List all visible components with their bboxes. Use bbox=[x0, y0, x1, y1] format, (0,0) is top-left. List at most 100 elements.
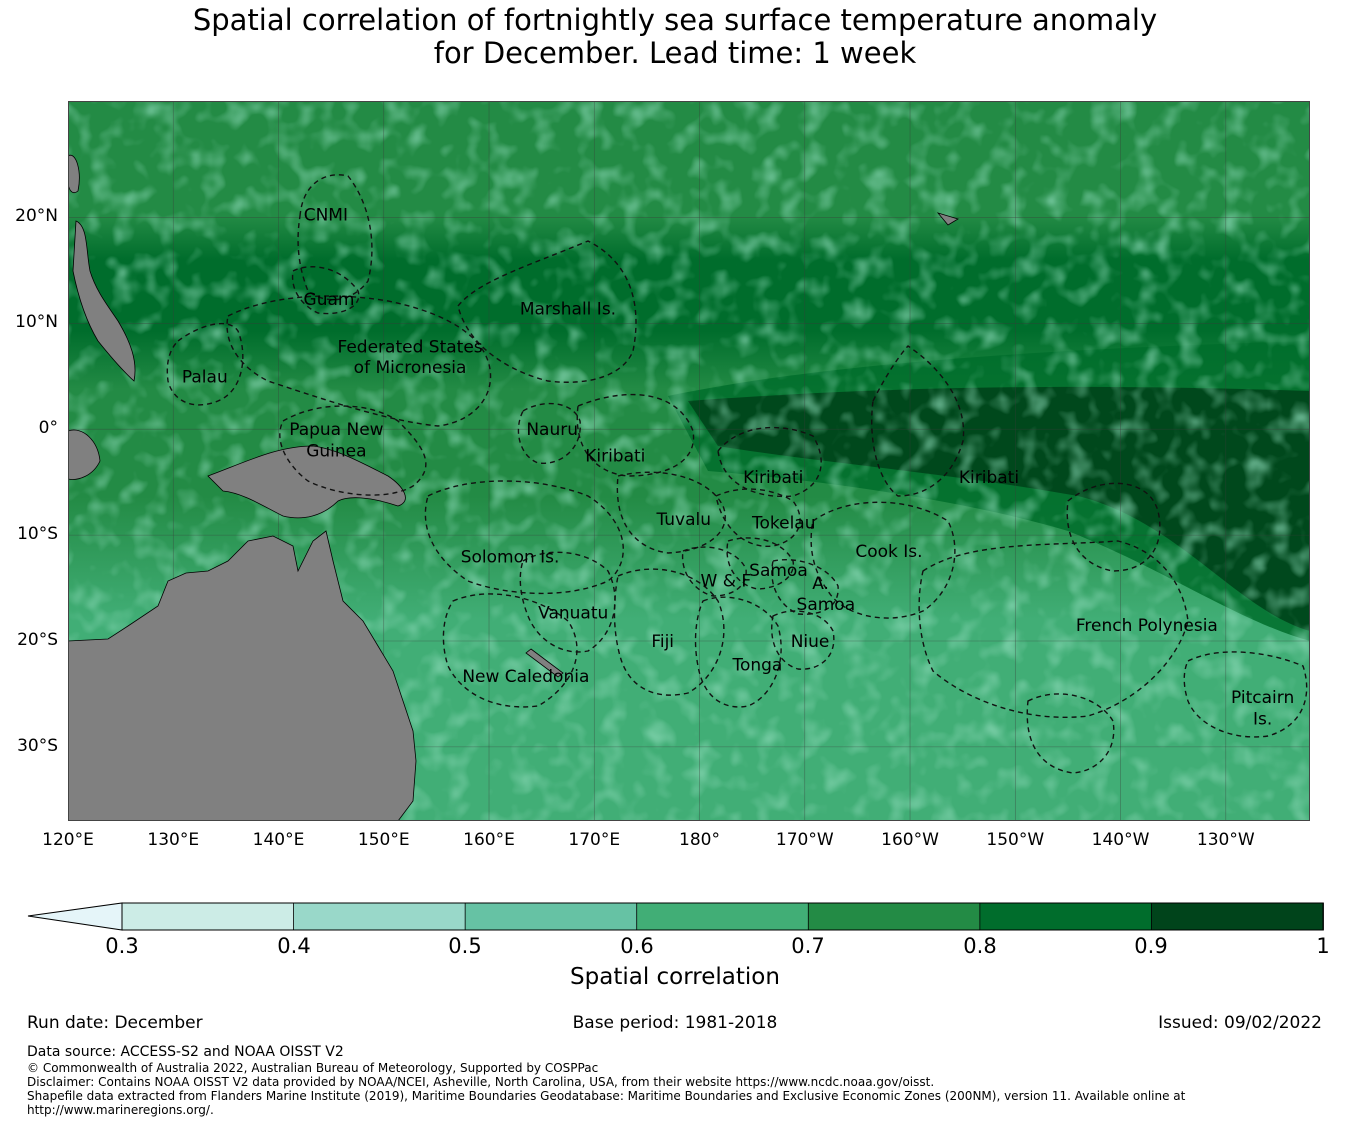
boundary-marshall bbox=[457, 240, 637, 383]
boundary-fiji bbox=[613, 568, 725, 696]
lon-label: 180° bbox=[679, 830, 720, 850]
shapefile-url: http://www.marineregions.org/. bbox=[27, 1103, 214, 1117]
colorbar-segment bbox=[464, 902, 638, 931]
region-label: Marshall Is. bbox=[520, 300, 616, 320]
region-label: Niue bbox=[791, 632, 830, 652]
lon-label: 130°W bbox=[1196, 830, 1255, 850]
australia-landmass bbox=[68, 530, 417, 821]
lon-label: 120°E bbox=[42, 830, 94, 850]
boundary-fp-east bbox=[1066, 482, 1161, 572]
lon-label: 170°W bbox=[775, 830, 834, 850]
colorbar-tick: 0.3 bbox=[105, 934, 139, 958]
lon-label: 130°E bbox=[147, 830, 200, 850]
boundary-png bbox=[279, 405, 427, 496]
borneo-landmass bbox=[68, 429, 101, 480]
region-label: CNMI bbox=[304, 205, 348, 225]
colorbar-segment bbox=[636, 902, 810, 931]
boundary-french-polynesia bbox=[918, 540, 1189, 718]
boundary-fp-south bbox=[1026, 693, 1115, 774]
region-label: Papua New bbox=[289, 420, 383, 440]
lon-label: 170°E bbox=[568, 830, 621, 850]
map-panel[interactable]: CNMI Guam Marshall Is. Federated States of M… bbox=[68, 101, 1310, 821]
boundary-wallis-futuna bbox=[681, 546, 747, 597]
colorbar-label: Spatial correlation bbox=[570, 964, 780, 990]
region-label: Solomon Is. bbox=[461, 547, 560, 567]
boundary-solomon bbox=[424, 480, 624, 595]
boundary-pitcairn bbox=[1183, 651, 1308, 738]
region-label: Is. bbox=[1253, 709, 1272, 729]
colorbar bbox=[27, 902, 1324, 931]
colorbar-tick: 1 bbox=[1316, 934, 1330, 958]
land-masses bbox=[68, 154, 959, 821]
philippines-landmass bbox=[72, 220, 136, 382]
boundary-niue bbox=[771, 610, 835, 670]
boundary-cook-islands bbox=[810, 501, 956, 619]
lon-label: 140°E bbox=[252, 830, 305, 850]
colorbar-segment bbox=[1151, 902, 1324, 931]
graticule bbox=[68, 101, 1310, 821]
lat-label: 30°S bbox=[17, 735, 58, 756]
run-date: Run date: December bbox=[27, 1013, 203, 1033]
data-source: Data source: ACCESS-S2 and NOAA OISST V2 bbox=[27, 1044, 344, 1060]
lon-label: 160°W bbox=[881, 830, 939, 850]
lat-label: 0° bbox=[38, 418, 58, 439]
region-label: Tokelau bbox=[751, 513, 816, 533]
colorbar-segment bbox=[807, 902, 981, 931]
region-label: Federated States bbox=[338, 338, 483, 358]
boundary-tokelau bbox=[715, 488, 801, 547]
boundary-american-samoa bbox=[771, 559, 839, 615]
lat-label: 20°S bbox=[17, 630, 58, 650]
region-label: Kiribati bbox=[743, 468, 803, 488]
region-label: New Caledonia bbox=[462, 667, 589, 687]
lon-label: 150°E bbox=[357, 830, 410, 850]
base-period: Base period: 1981-2018 bbox=[572, 1013, 778, 1033]
colorbar-tick: 0.6 bbox=[620, 934, 654, 958]
colorbar-frame bbox=[121, 902, 1324, 931]
boundary-guam bbox=[291, 266, 360, 315]
map-frame bbox=[68, 101, 1310, 821]
colorbar-tick: 0.5 bbox=[448, 934, 482, 958]
lat-label: 20°N bbox=[15, 206, 58, 227]
colorbar-under-extension bbox=[27, 902, 123, 931]
region-label: Samoa bbox=[797, 595, 856, 615]
boundary-kiribati-west bbox=[576, 393, 695, 477]
colorbar-tick: 0.7 bbox=[791, 934, 825, 958]
colorbar-segment bbox=[979, 902, 1153, 931]
boundary-kiribati-phoenix bbox=[717, 426, 822, 498]
boundary-new-caledonia bbox=[442, 593, 578, 708]
boundary-fsm bbox=[226, 295, 492, 427]
disclaimer: Disclaimer: Contains NOAA OISST V2 data … bbox=[27, 1075, 935, 1089]
lon-label: 160°E bbox=[463, 830, 515, 850]
lon-label: 140°W bbox=[1091, 830, 1150, 850]
title-line-1: Spatial correlation of fortnightly sea s… bbox=[192, 3, 1158, 37]
issued-date: Issued: 09/02/2022 bbox=[1158, 1013, 1322, 1033]
region-label: A. bbox=[812, 574, 829, 594]
region-label: Nauru bbox=[526, 420, 578, 440]
region-label: French Polynesia bbox=[1076, 616, 1218, 636]
region-label: of Micronesia bbox=[354, 358, 467, 378]
lon-label: 150°W bbox=[986, 830, 1045, 850]
footer: Data source: ACCESS-S2 and NOAA OISST V2… bbox=[27, 1044, 1327, 1117]
colorbar-segments bbox=[121, 902, 1324, 931]
region-label: Palau bbox=[182, 367, 228, 387]
region-label: Kiribati bbox=[959, 468, 1019, 488]
region-label: Guinea bbox=[306, 441, 366, 461]
lat-label: 10°N bbox=[15, 312, 58, 333]
boundary-tuvalu bbox=[616, 471, 726, 554]
colorbar-tick: 0.9 bbox=[1134, 934, 1168, 958]
eez-boundaries bbox=[166, 174, 1308, 774]
boundary-tonga bbox=[694, 596, 782, 708]
new-caledonia-island bbox=[525, 648, 564, 678]
region-label: Vanuatu bbox=[538, 603, 608, 623]
region-label: Kiribati bbox=[585, 447, 645, 467]
colorbar-segment bbox=[293, 902, 467, 931]
new-guinea-landmass bbox=[207, 445, 406, 519]
boundary-samoa bbox=[726, 537, 794, 590]
boundary-kiribati-line bbox=[871, 345, 965, 497]
colorbar-tick: 0.4 bbox=[277, 934, 311, 958]
hawaii-islands bbox=[936, 212, 959, 226]
boundary-nauru bbox=[517, 402, 581, 464]
region-label: Tuvalu bbox=[655, 510, 711, 530]
